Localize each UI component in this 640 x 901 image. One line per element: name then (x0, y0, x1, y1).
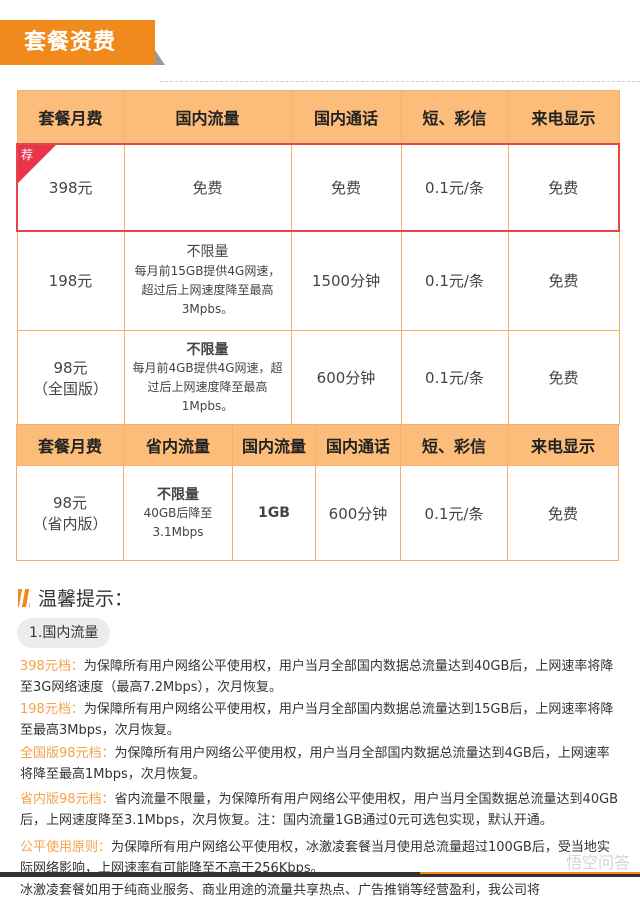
data-title: 不限量 (186, 342, 229, 358)
prov-data-title: 不限量 (157, 487, 199, 503)
bottom-bar (0, 872, 640, 877)
table-row: 98元 （全国版） 不限量每月前4GB提供4G网速，超过后上网速度降至最高1Mpb… (16, 330, 620, 425)
header-cell: 国内流量 (123, 90, 292, 144)
header-cell: 国内流量 (232, 424, 316, 466)
header-cell: 短、彩信 (400, 424, 508, 466)
tab-fold-decoration (155, 50, 165, 65)
calls-cell: 1500分钟 (290, 230, 402, 331)
stripe-icon (18, 588, 30, 607)
table-row: 98元 （省内版） 不限量 40GB后降至3.1Mbps 1GB 600分钟 0.1… (16, 465, 619, 561)
fee-variant: （省内版） (32, 515, 108, 533)
note-item: 398元档：为保障所有用户网络公平使用权，用户当月全部国内数据总流量达到40GB… (20, 659, 614, 695)
calls-cell: 免费 (290, 142, 402, 232)
header-cell: 国内通话 (290, 90, 402, 144)
note-trailing: 冰激凌套餐如用于纯商业服务、商业用途的流量共享热点、广告推销等经营盈利，我公司将 (20, 883, 541, 898)
header-cell: 省内流量 (123, 424, 233, 466)
prov-data-desc: 40GB后降至3.1Mbps (143, 506, 213, 539)
recommend-badge (18, 144, 56, 183)
caller-id-cell: 免费 (507, 330, 620, 425)
data-cell: 免费 (123, 142, 292, 232)
data-title: 不限量 (186, 243, 229, 260)
caller-id-cell: 免费 (507, 230, 620, 331)
tips-heading: 温馨提示： (18, 584, 133, 611)
fee: 198元 (16, 230, 125, 331)
section-title: 套餐资费 (0, 20, 155, 65)
note-item: 全国版98元档：为保障所有用户网络公平使用权，用户当月全部国内数据总流量达到4G… (20, 746, 610, 782)
fee: 398元 (48, 178, 93, 197)
plan-table-provincial: 套餐月费 省内流量 国内流量 国内通话 短、彩信 来电显示 98元 （省内版） 不… (16, 424, 619, 561)
header-cell: 短、彩信 (400, 90, 509, 144)
table-header-row: 套餐月费 省内流量 国内流量 国内通话 短、彩信 来电显示 (16, 424, 619, 466)
note-item: 省内版98元档：省内流量不限量，为保障所有用户网络公平使用权，用户当月全国数据总… (20, 792, 619, 828)
table-header-row: 套餐月费 国内流量 国内通话 短、彩信 来电显示 (16, 90, 620, 144)
header-cell: 套餐月费 (16, 424, 124, 466)
watermark: 悟空问答 (565, 853, 630, 872)
plan-table-national: 套餐月费 国内流量 国内通话 短、彩信 来电显示 荐 398元 免费 免费 0.1… (16, 90, 620, 425)
data-desc: 每月前15GB提供4G网速，超过后上网速度降至最高3Mpbs。 (134, 263, 281, 316)
note-item: 198元档：为保障所有用户网络公平使用权，用户当月全部国内数据总流量达到15GB… (20, 702, 614, 738)
data-desc: 每月前4GB提供4G网速，超过后上网速度降至最高1Mpbs。 (132, 361, 283, 413)
caller-id-cell: 免费 (507, 142, 620, 232)
fee-variant: （全国版） (32, 379, 108, 398)
calls-cell: 600分钟 (290, 330, 402, 425)
header-cell: 套餐月费 (16, 90, 125, 144)
sms-cell: 0.1元/条 (400, 142, 509, 232)
national-data-cell: 1GB (232, 465, 316, 561)
tips-heading-text: 温馨提示： (38, 588, 134, 610)
header-cell: 来电显示 (507, 90, 620, 144)
header-cell: 来电显示 (507, 424, 619, 466)
fee: 98元 (52, 494, 88, 512)
sms-cell: 0.1元/条 (400, 465, 508, 561)
calls-cell: 600分钟 (315, 465, 401, 561)
table-row-recommended: 荐 398元 免费 免费 0.1元/条 免费 (16, 142, 620, 232)
header-cell: 国内通话 (315, 424, 401, 466)
divider (160, 81, 640, 82)
caller-id-cell: 免费 (507, 465, 619, 561)
fee: 98元 (53, 358, 88, 377)
table-row: 198元 不限量 每月前15GB提供4G网速，超过后上网速度降至最高3Mpbs。 … (16, 230, 620, 331)
sms-cell: 0.1元/条 (400, 230, 509, 331)
notes-list: 398元档：为保障所有用户网络公平使用权，用户当月全部国内数据总流量达到40GB… (20, 656, 620, 901)
section-label: 1.国内流量 (17, 618, 111, 648)
sms-cell: 0.1元/条 (400, 330, 509, 425)
recommend-badge-text: 荐 (21, 147, 34, 162)
